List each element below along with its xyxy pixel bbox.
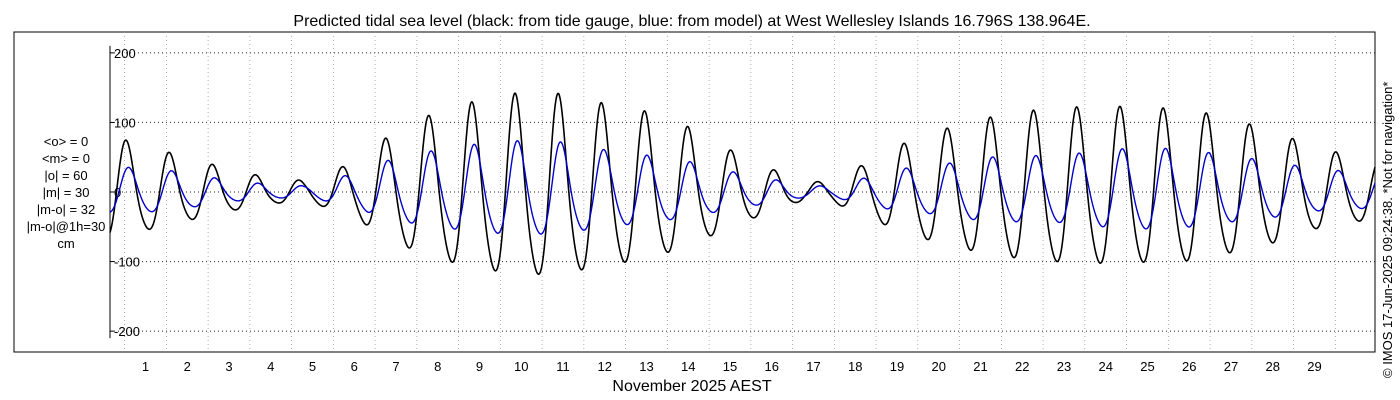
x-tick-label: 19 <box>890 359 904 374</box>
x-tick-label: 14 <box>681 359 695 374</box>
y-tick-label: -100 <box>114 255 140 270</box>
y-tick-label: 0 <box>114 185 121 200</box>
x-tick-label: 27 <box>1224 359 1238 374</box>
stat-line: <o> = 0 <box>44 134 88 149</box>
x-tick-label: 18 <box>848 359 862 374</box>
x-tick-label: 1 <box>142 359 149 374</box>
x-tick-label: 16 <box>764 359 778 374</box>
x-tick-label: 21 <box>973 359 987 374</box>
x-axis: 1 2 3 4 5 6 7 8 9 10 11 12 13 14 15 16 17 18 19 20 21 22 23 24 2… <box>142 359 1322 374</box>
x-tick-label: 25 <box>1140 359 1154 374</box>
series-model <box>109 140 1376 235</box>
y-tick-label: -200 <box>114 324 140 339</box>
x-tick-label: 4 <box>267 359 274 374</box>
x-tick-label: 6 <box>351 359 358 374</box>
x-tick-label: 2 <box>184 359 191 374</box>
x-tick-label: 13 <box>639 359 653 374</box>
stat-line: |m-o| = 32 <box>37 202 95 217</box>
y-tick-label: 100 <box>114 115 136 130</box>
stat-line: |o| = 60 <box>44 168 87 183</box>
stat-line: cm <box>57 236 74 251</box>
stat-line: |m| = 30 <box>43 185 90 200</box>
x-tick-label: 12 <box>597 359 611 374</box>
x-tick-label: 5 <box>309 359 316 374</box>
x-tick-label: 28 <box>1265 359 1279 374</box>
x-tick-label: 26 <box>1182 359 1196 374</box>
series-tide-gauge <box>109 92 1376 276</box>
stats-block: <o> = 0 <m> = 0 |o| = 60 |m| = 30 |m-o| = 32… <box>27 134 106 251</box>
stat-line: |m-o|@1h=30 <box>27 219 106 234</box>
x-tick-label: 22 <box>1015 359 1029 374</box>
x-tick-label: 15 <box>723 359 737 374</box>
stat-line: <m> = 0 <box>42 151 90 166</box>
x-tick-label: 10 <box>514 359 528 374</box>
chart-title: Predicted tidal sea level (black: from t… <box>293 13 1090 30</box>
series-layer <box>109 92 1376 276</box>
x-tick-label: 29 <box>1307 359 1321 374</box>
x-tick-label: 20 <box>931 359 945 374</box>
x-tick-label: 3 <box>225 359 232 374</box>
x-tick-label: 23 <box>1057 359 1071 374</box>
x-tick-label: 24 <box>1098 359 1112 374</box>
y-axis: -200 -100 0 100 200 <box>109 46 140 339</box>
x-axis-label: November 2025 AEST <box>612 378 771 395</box>
x-tick-label: 17 <box>806 359 820 374</box>
x-tick-label: 9 <box>476 359 483 374</box>
copyright-note: © IMOS 17-Jun-2025 09:24:38. *Not for na… <box>1380 82 1395 378</box>
x-tick-label: 8 <box>434 359 441 374</box>
y-tick-label: 200 <box>114 46 136 61</box>
x-tick-label: 7 <box>392 359 399 374</box>
x-tick-label: 11 <box>556 359 570 374</box>
